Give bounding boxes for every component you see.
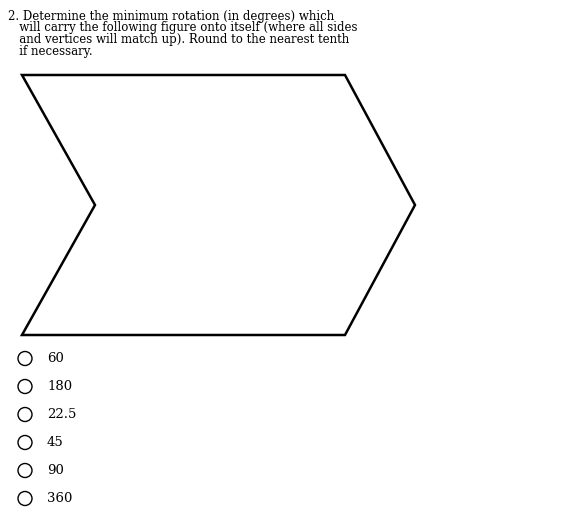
Text: and vertices will match up). Round to the nearest tenth: and vertices will match up). Round to th… bbox=[8, 33, 349, 46]
Text: 360: 360 bbox=[47, 492, 72, 505]
Text: 2. Determine the minimum rotation (in degrees) which: 2. Determine the minimum rotation (in de… bbox=[8, 10, 334, 23]
Text: 45: 45 bbox=[47, 436, 64, 449]
Text: 90: 90 bbox=[47, 464, 64, 477]
Text: 22.5: 22.5 bbox=[47, 408, 76, 421]
Text: 180: 180 bbox=[47, 380, 72, 393]
Text: if necessary.: if necessary. bbox=[8, 44, 93, 58]
Text: will carry the following figure onto itself (where all sides: will carry the following figure onto its… bbox=[8, 22, 357, 34]
Text: 60: 60 bbox=[47, 352, 64, 365]
Polygon shape bbox=[22, 75, 415, 335]
